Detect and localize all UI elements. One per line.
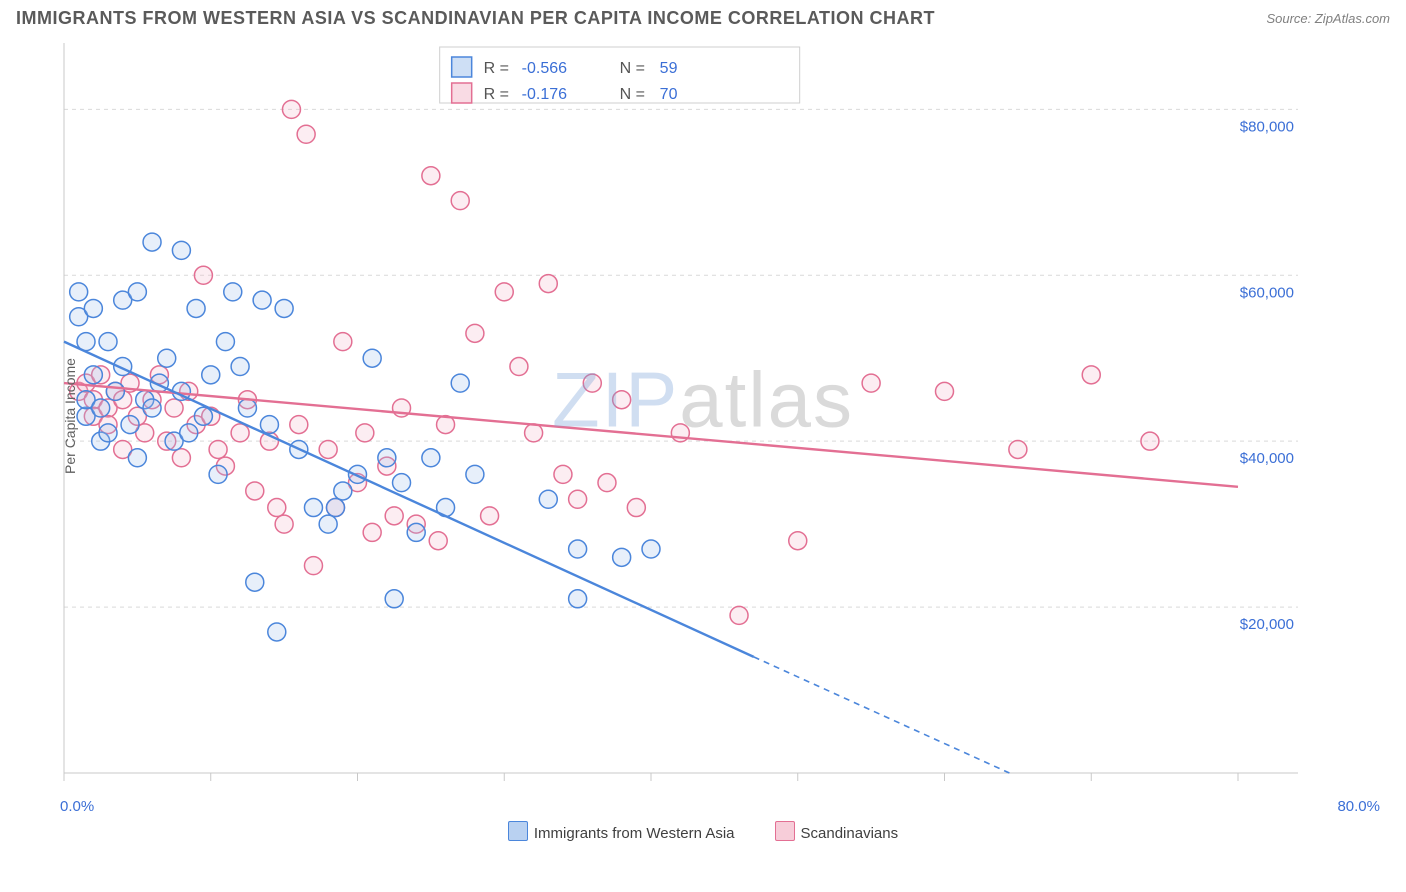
svg-text:59: 59 <box>660 60 678 77</box>
scatter-chart: $20,000 $40,000 $60,000 $80,000 R = -0.566 N =… <box>16 33 1326 793</box>
chart-title: IMMIGRANTS FROM WESTERN ASIA VS SCANDINA… <box>16 8 935 29</box>
chart-header: IMMIGRANTS FROM WESTERN ASIA VS SCANDINA… <box>0 0 1406 33</box>
legend-item-series2: Scandinavians <box>775 821 899 842</box>
legend-label-series1: Immigrants from Western Asia <box>534 825 735 842</box>
chart-source: Source: ZipAtlas.com <box>1266 11 1390 26</box>
svg-text:$80,000: $80,000 <box>1240 118 1294 135</box>
bottom-legend: Immigrants from Western Asia Scandinavia… <box>0 815 1406 852</box>
svg-text:70: 70 <box>660 86 678 103</box>
svg-text:$20,000: $20,000 <box>1240 616 1294 633</box>
y-axis-label: Per Capita Income <box>62 358 78 474</box>
legend-swatch-series1 <box>508 821 528 841</box>
x-axis-min: 0.0% <box>60 798 94 815</box>
svg-text:N =: N = <box>620 86 645 103</box>
svg-text:-0.176: -0.176 <box>522 86 567 103</box>
x-axis-max: 80.0% <box>1337 798 1380 815</box>
x-axis-end-labels: 0.0% 80.0% <box>0 798 1406 815</box>
legend-label-series2: Scandinavians <box>801 825 899 842</box>
svg-text:$40,000: $40,000 <box>1240 450 1294 467</box>
svg-text:R =: R = <box>484 86 509 103</box>
svg-text:-0.566: -0.566 <box>522 60 567 77</box>
chart-container: Per Capita Income $20,000$40,000$60,000$… <box>16 33 1390 798</box>
svg-text:$60,000: $60,000 <box>1240 284 1294 301</box>
svg-text:N =: N = <box>620 60 645 77</box>
svg-text:R =: R = <box>484 60 509 77</box>
legend-swatch-series2 <box>775 821 795 841</box>
legend-item-series1: Immigrants from Western Asia <box>508 821 735 842</box>
